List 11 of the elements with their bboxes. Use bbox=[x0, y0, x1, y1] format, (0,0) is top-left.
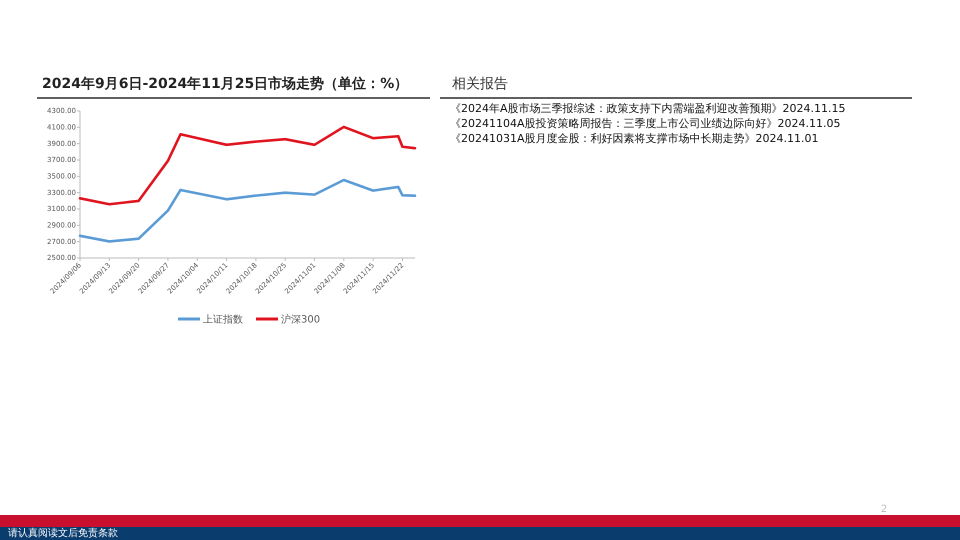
chart-title: 2024年9月6日-2024年11月25日市场走势（单位：%） bbox=[42, 75, 408, 92]
text: 相关报告 bbox=[452, 76, 508, 92]
text: 2 bbox=[880, 504, 888, 515]
text: 《20241104A股投资策略周报告：三季度上市公司业绩边际向好》2024.11.05 bbox=[450, 117, 840, 130]
line-series bbox=[78, 178, 416, 243]
legend-label: 沪深300 bbox=[281, 314, 320, 326]
text: 《20241031A股月度金股：利好因素将支撑市场中长期走势》2024.11.01 bbox=[450, 132, 818, 145]
text: 请认真阅读文后免责条款 bbox=[8, 527, 118, 539]
line-series bbox=[78, 126, 416, 206]
legend-label: 上证指数 bbox=[203, 314, 243, 326]
text: 《2024年A股市场三季报综述：政策支持下内需端盈利迎改善预期》2024.11.15 bbox=[450, 102, 846, 115]
